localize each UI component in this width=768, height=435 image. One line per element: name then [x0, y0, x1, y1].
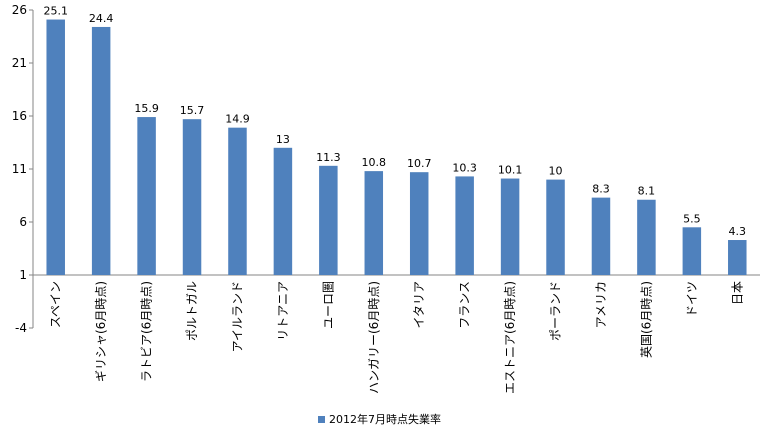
data-label: 11.3 — [316, 151, 341, 164]
y-tick-label: 26 — [12, 3, 27, 17]
data-label: 25.1 — [43, 5, 68, 18]
category-label: フランス — [458, 281, 472, 329]
category-label: ラトビア(6月時点) — [140, 281, 154, 382]
bar — [500, 178, 520, 275]
y-axis-ticks: 26 21 16 11 6 1 -4 — [12, 3, 33, 335]
bar — [409, 172, 429, 275]
y-tick-label: 11 — [12, 162, 27, 176]
data-label: 8.1 — [638, 185, 656, 198]
bar — [682, 227, 702, 275]
y-tick-label: -4 — [15, 321, 27, 335]
data-label: 24.4 — [89, 12, 114, 25]
bar — [273, 147, 293, 275]
bar — [182, 119, 202, 276]
data-label: 8.3 — [592, 183, 610, 196]
bar — [137, 117, 156, 275]
y-tick-label: 16 — [12, 109, 27, 123]
category-label: エストニア(6月時点) — [503, 281, 517, 394]
bar — [637, 199, 656, 275]
category-label: ポーランド — [549, 281, 563, 341]
bar — [46, 19, 65, 276]
y-tick-label: 1 — [19, 268, 27, 282]
data-label: 15.9 — [134, 102, 159, 115]
data-label: 4.3 — [729, 225, 747, 238]
bar — [728, 240, 747, 275]
category-label: ユーロ圏 — [321, 281, 335, 329]
category-label: 日本 — [730, 281, 744, 305]
category-label: ギリシャ(6月時点) — [94, 281, 108, 382]
y-tick-label: 21 — [12, 56, 27, 70]
bar — [228, 127, 247, 275]
category-label: イタリア — [412, 281, 426, 329]
data-label: 13 — [276, 133, 290, 146]
category-label: 英国(6月時点) — [639, 281, 653, 358]
category-label: アイルランド — [230, 281, 244, 352]
data-label: 15.7 — [180, 104, 205, 117]
data-label: 5.5 — [683, 212, 701, 225]
data-label: 10.3 — [452, 161, 477, 174]
data-label: 10.1 — [498, 164, 523, 177]
bar — [364, 171, 384, 275]
bars-group — [46, 19, 747, 276]
data-labels-group: 25.1 24.4 15.9 15.7 14.9 13 11.3 10.8 10.7 10.3 10… — [43, 5, 746, 238]
category-label: ポルトガル — [185, 281, 199, 341]
category-label: アメリカ — [594, 281, 608, 328]
y-tick-label: 6 — [19, 215, 27, 229]
bar — [319, 165, 338, 275]
data-label: 10.7 — [407, 157, 432, 170]
bar — [455, 176, 474, 275]
data-label: 14.9 — [225, 113, 250, 126]
bar — [591, 197, 611, 275]
legend-label: 2012年7月時点失業率 — [329, 412, 441, 426]
category-label: スペイン — [49, 281, 63, 328]
legend: 2012年7月時点失業率 — [318, 412, 441, 426]
data-label: 10 — [549, 165, 563, 178]
bar — [91, 26, 111, 276]
category-labels-group: スペイン ギリシャ(6月時点) ラトビア(6月時点) ポルトガル アイルランド リトアニア… — [49, 281, 745, 394]
category-label: リトアニア — [276, 281, 290, 341]
data-label: 10.8 — [362, 156, 387, 169]
category-label: ドイツ — [685, 281, 699, 317]
bar — [546, 179, 565, 275]
legend-swatch — [318, 416, 325, 423]
category-label: ハンガリー(6月時点) — [367, 281, 381, 394]
